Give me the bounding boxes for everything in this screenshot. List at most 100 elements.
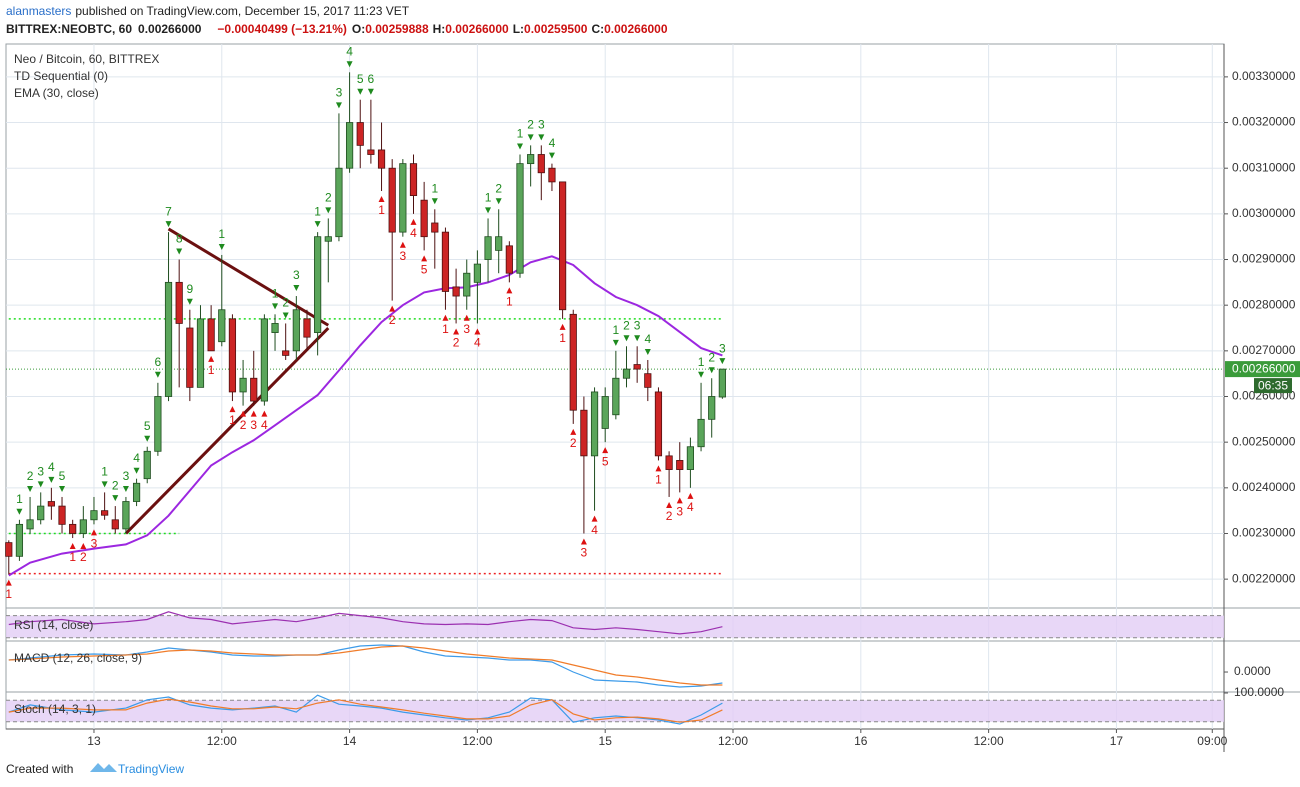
td-arrow [154, 371, 161, 378]
candle-body [5, 542, 13, 557]
x-tick-label: 09:00 [1197, 734, 1227, 748]
td-count: 2 [80, 550, 87, 564]
candle-body [601, 396, 609, 429]
td-arrow [378, 196, 385, 203]
td-arrow [208, 355, 215, 362]
td-arrow [272, 303, 279, 310]
candle-body [580, 409, 588, 457]
y-tick-label: 0.00310000 [1232, 160, 1296, 174]
td-count: 3 [293, 268, 300, 282]
td-count: 5 [602, 454, 609, 468]
td-arrow [516, 143, 523, 150]
td-arrow [346, 61, 353, 68]
td-arrow [442, 314, 449, 321]
ohlc-value: 0.00266000 [445, 22, 509, 36]
footer-brand[interactable]: TradingView [118, 762, 184, 776]
candle-body [79, 519, 87, 534]
td-arrow [59, 485, 66, 492]
td-count: 3 [634, 318, 641, 332]
td-count: 8 [176, 232, 183, 246]
candle-body [15, 523, 24, 557]
candle-body [335, 167, 343, 238]
candle-body [111, 519, 119, 530]
td-count: 4 [474, 336, 481, 350]
line-series [8, 644, 723, 688]
candle-body [260, 318, 268, 402]
candle-body [101, 510, 109, 516]
td-count: 2 [527, 118, 534, 132]
header-line: alanmasters published on TradingView.com,… [6, 4, 410, 18]
td-count: 3 [37, 465, 44, 479]
y-tick-label: 0.00300000 [1232, 206, 1296, 220]
td-arrow [37, 481, 44, 488]
td-count: 3 [676, 505, 683, 519]
td-arrow [90, 529, 97, 536]
candle-body [484, 236, 492, 260]
candle-body [537, 154, 545, 174]
td-count: 2 [389, 313, 396, 327]
td-arrow [122, 485, 129, 492]
td-arrow [240, 410, 247, 417]
td-arrow [176, 248, 183, 255]
td-arrow [495, 198, 502, 205]
candle-body [69, 523, 77, 534]
td-arrow [101, 481, 108, 488]
td-count: 4 [644, 332, 651, 346]
td-count: 5 [421, 263, 428, 277]
td-count: 1 [506, 295, 513, 309]
line-series [8, 611, 723, 635]
candle-body [644, 373, 652, 388]
candle-body [122, 501, 130, 530]
td-arrow [218, 243, 225, 250]
td-arrow [48, 476, 55, 483]
candle-body [473, 263, 481, 283]
td-arrow [293, 285, 300, 292]
td-count: 2 [708, 350, 715, 364]
td-count: 4 [346, 44, 353, 58]
candle-body [175, 281, 183, 324]
td-count: 1 [378, 203, 385, 217]
td-arrow [453, 328, 460, 335]
td-arrow [570, 428, 577, 435]
candle-body [303, 318, 311, 338]
td-arrow [314, 221, 321, 228]
y-tick-label: 0.00320000 [1232, 115, 1296, 129]
td-count: 4 [410, 226, 417, 240]
y-tick-label: 0.00250000 [1232, 434, 1296, 448]
td-count: 2 [623, 318, 630, 332]
td-count: 4 [549, 136, 556, 150]
td-count: 2 [112, 478, 119, 492]
td-arrow [708, 367, 715, 374]
td-arrow [357, 88, 364, 95]
td-count: 4 [591, 523, 598, 537]
td-count: 2 [240, 418, 247, 432]
td-count: 1 [442, 322, 449, 336]
td-arrow [144, 435, 151, 442]
td-arrow [548, 152, 555, 159]
td-arrow [591, 515, 598, 522]
x-tick-label: 12:00 [207, 734, 237, 748]
td-count: 2 [27, 469, 34, 483]
td-arrow [666, 501, 673, 508]
td-arrow [250, 410, 257, 417]
td-count: 1 [314, 204, 321, 218]
y-tick-label: 100.0000 [1234, 685, 1284, 699]
candle-body [377, 149, 386, 169]
logo [90, 763, 117, 772]
countdown-box [1254, 378, 1292, 394]
td-count: 3 [538, 118, 545, 132]
td-count: 1 [218, 227, 225, 241]
td-count: 3 [463, 322, 470, 336]
candle-body [399, 163, 407, 233]
last: 0.00266000 [138, 22, 202, 36]
td-count: 2 [282, 296, 289, 310]
td-arrow [421, 255, 428, 262]
candle-body [292, 309, 300, 352]
author: alanmasters [6, 4, 71, 18]
td-arrow [698, 371, 705, 378]
candle-body [463, 272, 471, 297]
td-count: 1 [613, 323, 620, 337]
candle-body [314, 236, 322, 333]
